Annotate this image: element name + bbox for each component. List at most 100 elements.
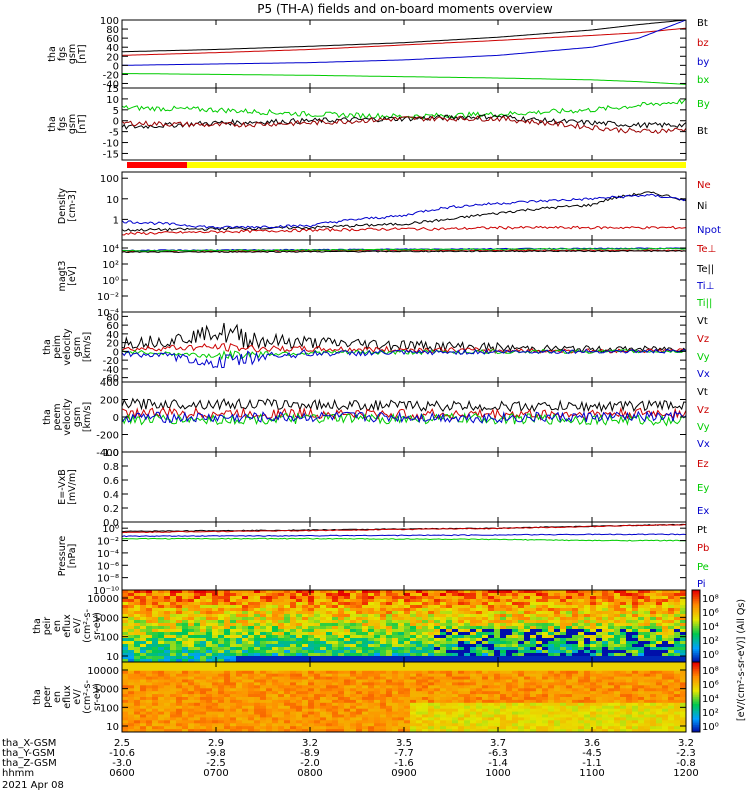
heat-cell bbox=[170, 602, 177, 606]
heat-cell bbox=[224, 593, 231, 597]
heat-cell bbox=[122, 714, 129, 718]
heat-cell bbox=[380, 714, 387, 718]
heat-cell bbox=[596, 714, 603, 718]
heat-cell bbox=[608, 676, 615, 680]
heat-cell bbox=[542, 717, 549, 721]
heat-cell bbox=[638, 720, 645, 724]
heat-cell bbox=[182, 608, 189, 612]
heat-cell bbox=[464, 673, 471, 677]
heat-cell bbox=[338, 599, 345, 603]
heat-cell bbox=[494, 590, 501, 594]
heat-cell bbox=[212, 641, 219, 645]
heat-cell bbox=[470, 611, 477, 615]
heat-cell bbox=[506, 720, 513, 724]
heat-cell bbox=[620, 729, 627, 733]
heat-cell bbox=[620, 656, 627, 660]
heat-cell bbox=[530, 697, 537, 701]
heat-cell bbox=[314, 620, 321, 624]
heat-cell bbox=[482, 726, 489, 730]
heat-cell bbox=[656, 638, 663, 642]
heat-cell bbox=[614, 641, 621, 645]
heat-cell bbox=[128, 697, 135, 701]
heat-cell bbox=[518, 647, 525, 651]
heat-cell bbox=[296, 717, 303, 721]
heat-cell bbox=[140, 659, 147, 663]
colorbar-cell bbox=[692, 667, 700, 670]
heat-cell bbox=[194, 682, 201, 686]
heat-cell bbox=[278, 702, 285, 707]
legend-Vx: Vx bbox=[697, 439, 710, 450]
heat-cell bbox=[140, 635, 147, 639]
heat-cell bbox=[572, 705, 579, 710]
heat-cell bbox=[458, 667, 465, 672]
heat-cell bbox=[548, 632, 555, 636]
heat-cell bbox=[608, 656, 615, 660]
heat-cell bbox=[674, 629, 681, 633]
heat-cell bbox=[524, 699, 531, 704]
colorbar-cell bbox=[692, 716, 700, 719]
heat-cell bbox=[182, 682, 189, 686]
heat-cell bbox=[488, 662, 495, 666]
heat-cell bbox=[488, 720, 495, 724]
heat-cell bbox=[542, 708, 549, 712]
heat-cell bbox=[542, 605, 549, 609]
heat-cell bbox=[506, 729, 513, 733]
heat-cell bbox=[218, 632, 225, 636]
heat-cell bbox=[176, 590, 183, 594]
heat-cell bbox=[380, 702, 387, 707]
heat-cell bbox=[422, 614, 429, 618]
heat-cell bbox=[500, 729, 507, 733]
heat-cell bbox=[140, 626, 147, 630]
heat-cell bbox=[332, 702, 339, 707]
heat-cell bbox=[338, 664, 345, 669]
heat-cell bbox=[146, 623, 153, 627]
heat-cell bbox=[422, 599, 429, 603]
heat-cell bbox=[188, 691, 195, 695]
heat-cell bbox=[254, 711, 261, 715]
heat-cell bbox=[458, 611, 465, 615]
heat-cell bbox=[242, 726, 249, 730]
heat-cell bbox=[590, 691, 597, 695]
heat-cell bbox=[482, 647, 489, 651]
heat-cell bbox=[638, 617, 645, 621]
heat-cell bbox=[422, 705, 429, 710]
heat-cell bbox=[638, 590, 645, 594]
heat-cell bbox=[656, 662, 663, 666]
heat-cell bbox=[680, 656, 687, 660]
heat-cell bbox=[128, 623, 135, 627]
heat-cell bbox=[578, 723, 585, 727]
heat-cell bbox=[302, 617, 309, 621]
heat-cell bbox=[182, 650, 189, 654]
heat-cell bbox=[572, 611, 579, 615]
heat-cell bbox=[548, 644, 555, 648]
heat-cell bbox=[176, 679, 183, 683]
heat-cell bbox=[536, 702, 543, 707]
heat-cell bbox=[614, 714, 621, 718]
heat-cell bbox=[308, 611, 315, 615]
heat-cell bbox=[122, 641, 129, 645]
heat-cell bbox=[632, 608, 639, 612]
heat-cell bbox=[302, 670, 309, 675]
heat-cell bbox=[164, 729, 171, 733]
heat-cell bbox=[338, 691, 345, 695]
heat-cell bbox=[224, 647, 231, 651]
heat-cell bbox=[248, 659, 255, 663]
heat-cell bbox=[140, 644, 147, 648]
heat-cell bbox=[440, 729, 447, 733]
heat-cell bbox=[506, 694, 513, 698]
heat-cell bbox=[386, 659, 393, 663]
heat-cell bbox=[296, 667, 303, 672]
colorbar-cell bbox=[692, 681, 700, 684]
heat-cell bbox=[290, 664, 297, 669]
heat-cell bbox=[500, 632, 507, 636]
heat-cell bbox=[602, 623, 609, 627]
heat-cell bbox=[176, 647, 183, 651]
heat-cell bbox=[416, 697, 423, 701]
heat-cell bbox=[512, 708, 519, 712]
heat-cell bbox=[476, 723, 483, 727]
heat-cell bbox=[230, 620, 237, 624]
heat-cell bbox=[368, 720, 375, 724]
heat-cell bbox=[584, 708, 591, 712]
legend-Ni: Ni bbox=[697, 201, 707, 212]
